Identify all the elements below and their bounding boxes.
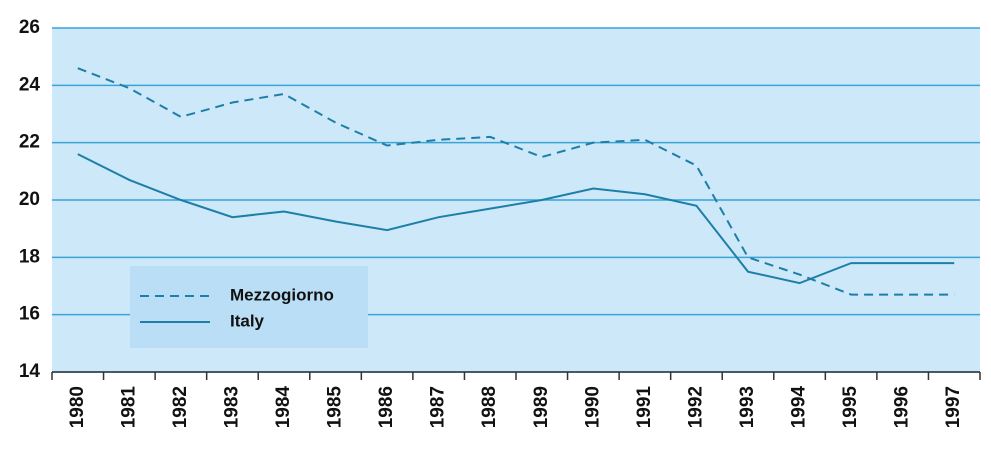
x-tick-label: 1993 bbox=[737, 386, 758, 428]
legend-label: Italy bbox=[230, 311, 265, 330]
x-tick-label: 1984 bbox=[273, 386, 294, 429]
x-tick-label: 1991 bbox=[634, 386, 655, 429]
y-tick-label: 20 bbox=[19, 189, 40, 210]
x-tick-label: 1986 bbox=[376, 386, 397, 428]
x-tick-label: 1990 bbox=[582, 386, 603, 428]
legend-background bbox=[130, 266, 368, 348]
series-line bbox=[77, 153, 955, 285]
x-tick-label: 1992 bbox=[685, 386, 706, 428]
legend-label: Mezzogiorno bbox=[230, 285, 334, 304]
x-tick-label: 1988 bbox=[479, 386, 500, 428]
x-tick-label: 1985 bbox=[325, 386, 346, 429]
y-tick-label: 14 bbox=[19, 361, 41, 382]
x-tick-label: 1983 bbox=[221, 386, 242, 428]
y-tick-label: 24 bbox=[19, 74, 41, 95]
x-tick-label: 1994 bbox=[789, 386, 810, 429]
x-tick-label: 1980 bbox=[67, 386, 88, 428]
x-tick-label: 1982 bbox=[170, 386, 191, 428]
y-tick-label: 16 bbox=[19, 304, 40, 325]
x-tick-label: 1989 bbox=[531, 386, 552, 428]
y-tick-label: 18 bbox=[19, 246, 40, 267]
x-tick-label: 1996 bbox=[892, 386, 913, 428]
x-tick-label: 1997 bbox=[943, 386, 964, 428]
series-line bbox=[77, 67, 955, 296]
y-tick-label: 22 bbox=[19, 132, 40, 153]
x-tick-label: 1995 bbox=[840, 386, 861, 429]
y-tick-label: 26 bbox=[19, 17, 40, 38]
x-tick-label: 1987 bbox=[428, 386, 449, 428]
x-tick-label: 1981 bbox=[118, 386, 139, 429]
